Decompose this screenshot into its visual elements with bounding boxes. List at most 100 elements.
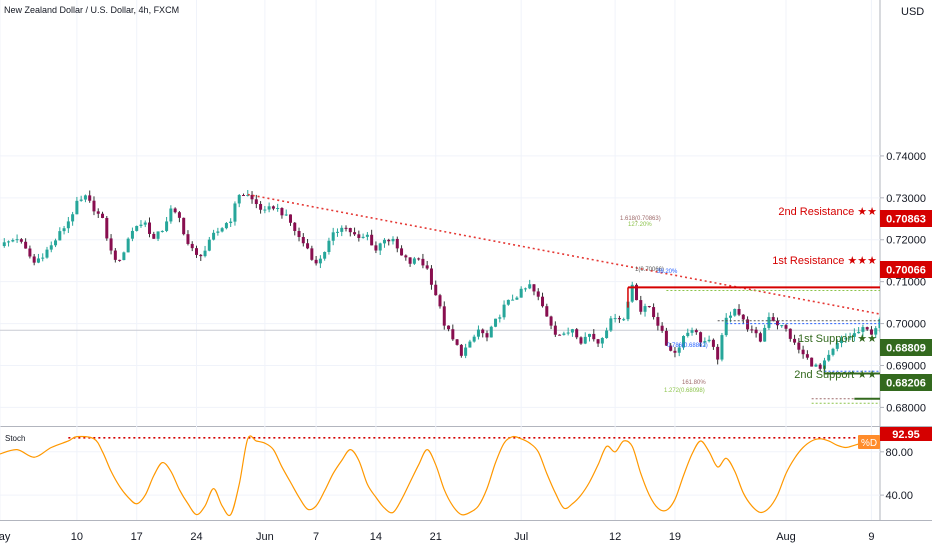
candle-body — [775, 320, 779, 326]
candle-body — [810, 357, 814, 367]
x-tick-label: Aug — [776, 531, 796, 543]
candle-body — [844, 337, 848, 340]
candle-body — [677, 347, 681, 353]
candle-body — [558, 334, 562, 336]
y-tick-label: 0.74000 — [886, 151, 926, 163]
candle-body — [199, 254, 203, 257]
badge-stoch: 92.95 — [880, 427, 932, 441]
candle-body — [75, 200, 79, 215]
candle-body — [190, 243, 194, 249]
candle-body — [408, 257, 412, 264]
candle-body — [669, 345, 673, 351]
candle-body — [827, 354, 831, 361]
candle-body — [195, 248, 199, 255]
candle-body — [83, 195, 87, 200]
stoch-pane[interactable] — [0, 435, 880, 517]
candle-body — [395, 238, 399, 249]
candle-body — [54, 240, 58, 246]
x-tick-label: 14 — [370, 531, 382, 543]
candle-body — [271, 206, 275, 209]
candle-body — [592, 333, 596, 340]
candle-body — [750, 329, 754, 331]
candle-body — [276, 208, 280, 210]
level-label-s1: 1st Support ★★ — [798, 333, 877, 345]
candle-body — [36, 258, 40, 263]
badge-percent-d-text: %D — [861, 438, 877, 449]
candle-body — [417, 258, 421, 260]
y-tick-label: 0.70000 — [886, 319, 926, 331]
candle-body — [365, 234, 369, 237]
candle-body — [793, 338, 797, 343]
stoch-label: Stoch — [5, 434, 25, 443]
candle-body — [536, 291, 540, 297]
candle-body — [464, 347, 468, 356]
candle-body — [438, 295, 442, 307]
candle-body — [88, 195, 92, 201]
candle-body — [647, 306, 651, 308]
candle-body — [485, 333, 489, 338]
fib-label-r1a: 1(0.70066) — [635, 267, 664, 273]
candle-body — [835, 343, 839, 349]
y-tick-label: 0.68000 — [886, 402, 926, 414]
fib-label-s2a: 161.80% — [682, 380, 706, 386]
candle-body — [797, 342, 801, 350]
candle-body — [728, 315, 732, 318]
candle-body — [848, 336, 852, 338]
candle-body — [686, 332, 690, 337]
candle-body — [143, 222, 147, 225]
candle-body — [297, 230, 301, 237]
candle-body — [447, 325, 451, 330]
candle-body — [763, 327, 767, 342]
candle-body — [442, 306, 446, 326]
candle-body — [212, 232, 216, 240]
candle-body — [519, 288, 523, 298]
candle-body — [130, 230, 134, 239]
candle-body — [528, 284, 532, 289]
candle-body — [323, 251, 327, 259]
candle-body — [617, 318, 621, 320]
candle-body — [135, 225, 139, 231]
candle-body — [382, 239, 386, 244]
candle-body — [861, 327, 865, 332]
candle-body — [288, 214, 292, 223]
candle-body — [344, 227, 348, 229]
candle-body — [378, 243, 382, 251]
candle-body — [583, 336, 587, 344]
candle-body — [690, 330, 694, 333]
candle-body — [681, 336, 685, 348]
badge-percent-d-bg — [858, 435, 880, 449]
candle-body — [156, 231, 160, 239]
candle-body — [96, 211, 100, 214]
candle-body — [814, 364, 818, 367]
candle-body — [613, 318, 617, 320]
candle-body — [314, 259, 318, 264]
candle-body — [476, 329, 480, 337]
candle-body — [758, 333, 762, 342]
candle-body — [566, 332, 570, 334]
candle-body — [122, 252, 126, 261]
candle-body — [109, 238, 113, 251]
candle-body — [429, 268, 433, 285]
candle-body — [152, 233, 156, 239]
candle-body — [523, 288, 527, 290]
candle-body — [357, 234, 361, 238]
candle-body — [639, 300, 643, 312]
candle-body — [177, 212, 181, 218]
candle-body — [865, 327, 869, 330]
x-tick-label: 17 — [131, 531, 143, 543]
candle-body — [673, 350, 677, 353]
candle-body — [746, 319, 750, 330]
candle-body — [148, 222, 152, 234]
candle-body — [15, 239, 19, 241]
candle-body — [579, 337, 583, 344]
candle-body — [310, 248, 314, 260]
candle-body — [780, 325, 784, 327]
candle-body — [630, 284, 634, 302]
candle-body — [652, 307, 656, 318]
price-pane[interactable] — [0, 190, 932, 404]
x-tick-label: Jul — [514, 531, 528, 543]
x-tick-label: 10 — [71, 531, 83, 543]
candle-body — [118, 259, 122, 261]
candle-body — [549, 316, 553, 326]
candle-body — [7, 241, 11, 243]
